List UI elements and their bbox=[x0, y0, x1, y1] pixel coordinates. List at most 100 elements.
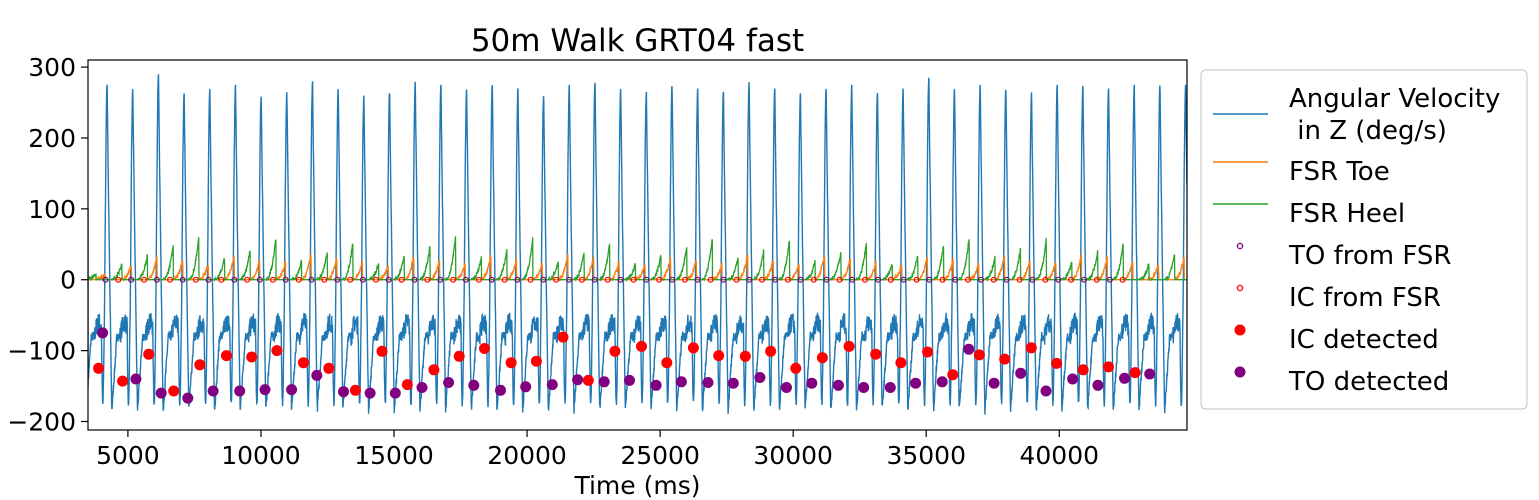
to-from-fsr-marker bbox=[952, 276, 959, 283]
ic-from-fsr-marker bbox=[398, 276, 405, 283]
ic-detected-marker bbox=[428, 364, 440, 376]
y-tick-label: 0 bbox=[60, 266, 76, 295]
ic-from-fsr-marker bbox=[1016, 276, 1023, 283]
to-detected-marker bbox=[182, 392, 194, 404]
to-from-fsr-marker bbox=[308, 276, 315, 283]
to-from-fsr-marker bbox=[1055, 276, 1062, 283]
to-detected-marker bbox=[1144, 368, 1156, 380]
to-from-fsr-marker bbox=[591, 276, 598, 283]
ic-detected-marker bbox=[947, 369, 959, 381]
to-from-fsr-marker bbox=[334, 276, 341, 283]
x-tick-label: 40000 bbox=[1020, 441, 1100, 470]
legend-swatch bbox=[1234, 366, 1246, 378]
ic-detected-marker bbox=[816, 352, 828, 364]
to-from-fsr-marker bbox=[1029, 276, 1036, 283]
ic-from-fsr-marker bbox=[424, 276, 431, 283]
ic-detected-marker bbox=[1051, 357, 1063, 369]
legend-item: Angular Velocity in Z (deg/s) bbox=[1213, 84, 1500, 146]
legend-swatch bbox=[1236, 242, 1244, 250]
to-detected-marker bbox=[286, 384, 298, 396]
ic-detected-marker bbox=[713, 350, 725, 362]
ic-from-fsr-marker bbox=[964, 276, 971, 283]
to-from-fsr-marker bbox=[102, 276, 109, 283]
ic-detected-marker bbox=[479, 343, 490, 354]
y-tick-label: −200 bbox=[7, 407, 76, 436]
ic-from-fsr-marker bbox=[372, 276, 379, 283]
legend-item: TO detected bbox=[1234, 366, 1449, 397]
to-from-fsr-marker bbox=[437, 276, 444, 283]
to-detected-marker bbox=[155, 387, 167, 399]
y-tick-label: 100 bbox=[28, 195, 76, 224]
legend-label: FSR Heel bbox=[1289, 199, 1405, 229]
ic-from-fsr-marker bbox=[115, 276, 122, 283]
to-detected-marker bbox=[727, 377, 739, 389]
to-detected-marker bbox=[416, 382, 428, 393]
legend-label: FSR Toe bbox=[1289, 157, 1390, 187]
to-from-fsr-marker bbox=[643, 276, 650, 283]
legend-label: IC from FSR bbox=[1289, 283, 1441, 313]
y-tick-label: 200 bbox=[28, 124, 76, 153]
ic-detected-marker bbox=[739, 350, 751, 362]
to-from-fsr-marker bbox=[179, 276, 186, 283]
to-from-fsr-marker bbox=[462, 276, 469, 283]
ic-from-fsr-marker bbox=[681, 276, 688, 283]
to-from-fsr-marker bbox=[900, 276, 907, 283]
to-detected-marker bbox=[546, 379, 558, 391]
to-from-fsr-marker bbox=[926, 276, 933, 283]
to-detected-marker bbox=[495, 384, 506, 396]
x-axis-label: Time (ms) bbox=[573, 471, 700, 500]
ic-detected-marker bbox=[194, 359, 206, 371]
ic-detected-marker bbox=[765, 345, 777, 357]
ic-detected-marker bbox=[1077, 364, 1089, 376]
ic-detected-marker bbox=[349, 384, 361, 396]
to-detected-marker bbox=[650, 379, 662, 391]
to-from-fsr-marker bbox=[772, 276, 779, 283]
to-detected-marker bbox=[858, 382, 870, 393]
legend-swatch bbox=[1236, 284, 1244, 292]
ic-from-fsr-marker bbox=[990, 276, 997, 283]
ic-detected-marker bbox=[790, 362, 802, 374]
ic-detected-marker bbox=[323, 362, 335, 374]
ic-from-fsr-marker bbox=[861, 276, 868, 283]
to-detected-marker bbox=[598, 376, 610, 388]
to-detected-marker bbox=[443, 377, 455, 388]
to-detected-marker bbox=[389, 387, 401, 399]
to-from-fsr-marker bbox=[720, 276, 727, 283]
fsr-toe-line bbox=[88, 253, 1187, 283]
ic-from-fsr-marker bbox=[1042, 276, 1049, 283]
to-detected-marker bbox=[624, 374, 635, 386]
ic-detected-marker bbox=[246, 351, 258, 363]
to-from-fsr-marker bbox=[540, 276, 547, 283]
to-from-fsr-marker bbox=[694, 276, 701, 283]
to-from-fsr-marker bbox=[282, 276, 289, 283]
x-tick-label: 10000 bbox=[221, 441, 301, 470]
legend-item: IC from FSR bbox=[1236, 283, 1441, 313]
ic-detected-marker bbox=[895, 357, 907, 369]
legend-label: TO from FSR bbox=[1288, 241, 1451, 271]
y-tick-label: −100 bbox=[7, 337, 76, 366]
to-detected-marker bbox=[1092, 379, 1104, 391]
ic-detected-marker bbox=[453, 350, 465, 362]
to-detected-marker bbox=[259, 384, 271, 396]
ic-from-fsr-marker bbox=[733, 276, 740, 283]
to-from-fsr-marker bbox=[231, 276, 238, 283]
to-from-fsr-marker bbox=[1106, 276, 1113, 283]
plot-area bbox=[87, 59, 1188, 431]
ic-from-fsr-marker bbox=[269, 276, 276, 283]
ic-from-fsr-marker bbox=[810, 276, 817, 283]
to-detected-marker bbox=[781, 382, 792, 393]
to-detected-marker bbox=[338, 386, 349, 398]
x-tick-label: 35000 bbox=[886, 441, 966, 470]
ic-from-fsr-marker bbox=[887, 276, 894, 283]
ic-detected-marker bbox=[143, 348, 155, 360]
legend-label: in Z (deg/s) bbox=[1289, 116, 1447, 146]
to-detected-marker bbox=[1119, 372, 1130, 384]
to-from-fsr-marker bbox=[385, 276, 392, 283]
to-from-fsr-marker bbox=[153, 276, 160, 283]
to-detected-marker bbox=[936, 376, 948, 388]
to-detected-marker bbox=[572, 374, 584, 386]
ic-from-fsr-marker bbox=[450, 276, 457, 283]
y-axis: −200 −100 0 100 200 300 bbox=[7, 53, 88, 436]
to-detected-marker bbox=[832, 379, 844, 391]
